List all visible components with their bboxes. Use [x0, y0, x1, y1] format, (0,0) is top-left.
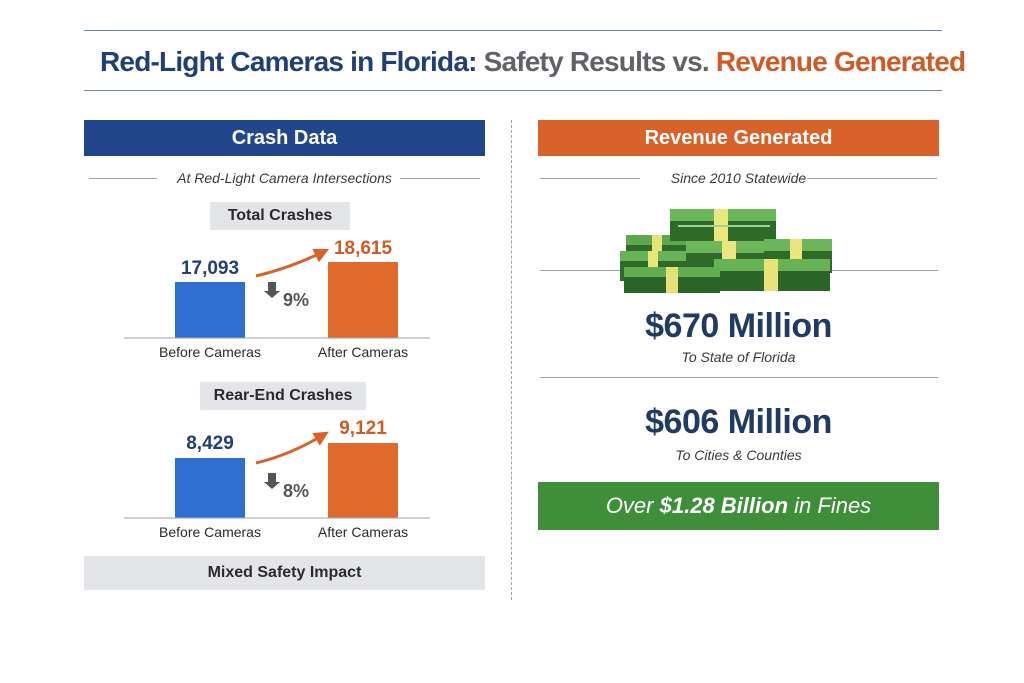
- total-crashes-change: 9%: [283, 290, 309, 310]
- total-crashes-before-label: Before Cameras: [159, 344, 261, 360]
- total-crashes-after-label: After Cameras: [318, 344, 408, 360]
- title-part-1: Red-Light Cameras in Florida:: [100, 46, 477, 77]
- total-fines-prefix: Over: [605, 493, 654, 518]
- page-title: Red-Light Cameras in Florida: Safety Res…: [100, 42, 966, 82]
- state-revenue-amount: $670 Million: [645, 307, 832, 345]
- state-revenue-label: To State of Florida: [681, 349, 796, 365]
- rear-end-after-value: 9,121: [339, 418, 387, 439]
- crash-data-subtitle: At Red-Light Camera Intersections: [84, 168, 485, 188]
- total-fines-amount: $1.28 Billion: [659, 493, 789, 518]
- title-rule: [84, 90, 942, 91]
- total-fines-suffix: in Fines: [794, 493, 872, 518]
- mixed-safety-impact: Mixed Safety Impact: [84, 556, 485, 590]
- revenue-rule-2: [540, 377, 938, 378]
- total-crashes-after-value: 18,615: [334, 238, 393, 259]
- total-crashes-chart: 17,093 18,615 9% Before Cameras After Ca…: [124, 238, 430, 360]
- rear-end-crashes-title: Rear-End Crashes: [200, 382, 366, 410]
- rear-end-after-label: After Cameras: [318, 524, 408, 540]
- title-part-3: Revenue Generated: [715, 46, 966, 77]
- revenue-header: Revenue Generated: [538, 120, 939, 156]
- total-fines-banner: Over $1.28 Billion in Fines: [538, 482, 939, 530]
- total-crashes-after-bar: [328, 262, 398, 338]
- rear-end-before-value: 8,429: [186, 433, 234, 454]
- rear-end-crashes-chart: 8,429 9,121 8% Before Cameras After Came…: [124, 418, 430, 540]
- local-revenue-label: To Cities & Counties: [675, 447, 802, 463]
- top-rule: [84, 30, 942, 31]
- total-crashes-before-bar: [175, 282, 245, 338]
- total-crashes-before-value: 17,093: [181, 258, 239, 279]
- title-part-2: Safety Results vs.: [483, 46, 710, 77]
- rear-end-before-label: Before Cameras: [159, 524, 261, 540]
- rear-end-after-bar: [328, 443, 398, 518]
- revenue-subtitle: Since 2010 Statewide: [538, 168, 939, 188]
- cash-stack-front: [624, 259, 830, 293]
- rear-end-change: 8%: [283, 481, 309, 501]
- rear-end-trend-arrow: [255, 431, 329, 465]
- cash-stacks-icon: [620, 209, 832, 293]
- arrow-up-icon: [264, 473, 280, 489]
- crash-charts: 17,093 18,615 9% Before Cameras After Ca…: [124, 238, 430, 540]
- crash-data-header: Crash Data: [84, 120, 485, 156]
- total-crashes-title: Total Crashes: [210, 202, 350, 230]
- column-divider: [511, 120, 512, 600]
- arrow-up-icon: [264, 282, 280, 298]
- local-revenue-amount: $606 Million: [645, 403, 832, 441]
- rear-end-before-bar: [175, 458, 245, 518]
- total-crashes-trend-arrow: [255, 248, 330, 278]
- cash-stack-top: [670, 209, 776, 241]
